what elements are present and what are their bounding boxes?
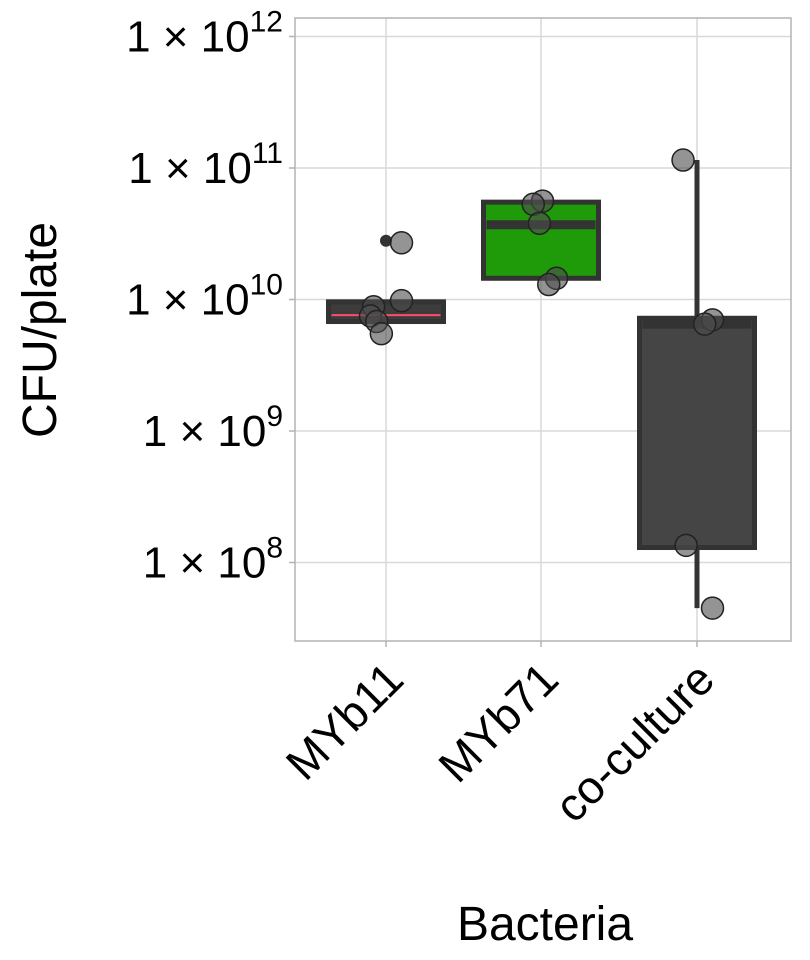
- point-myb11-1: [389, 288, 414, 313]
- outlier-myb11-0: [380, 234, 392, 247]
- box-body-co-culture: [637, 315, 757, 551]
- y-tick-label-1e12: 1 × 1012: [126, 6, 283, 62]
- y-tick-label-1e9: 1 × 109: [143, 400, 283, 456]
- point-co-culture-11: [671, 148, 695, 172]
- point-co-culture-14: [674, 533, 698, 558]
- box-myb11: [326, 234, 446, 325]
- point-co-culture-15: [700, 596, 725, 620]
- point-myb11-5: [369, 321, 394, 346]
- plot-panel: [294, 17, 792, 642]
- point-co-culture-13: [693, 312, 717, 336]
- point-myb71-8: [527, 211, 552, 236]
- y-tick-label-1e11: 1 × 1011: [128, 137, 283, 193]
- y-axis-ticks: 1 × 108 1 × 109 1 × 1010 1 × 1011 1 × 1012: [126, 6, 295, 588]
- data-points: [358, 148, 725, 620]
- x-axis-title: Bacteria: [457, 898, 633, 951]
- point-myb11-0: [389, 231, 414, 255]
- point-myb71-10: [537, 272, 561, 297]
- y-tick-label-1e8: 1 × 108: [143, 532, 283, 588]
- y-tick-label-1e10: 1 × 1010: [126, 269, 283, 325]
- y-axis-title: CFU/plate: [14, 222, 67, 438]
